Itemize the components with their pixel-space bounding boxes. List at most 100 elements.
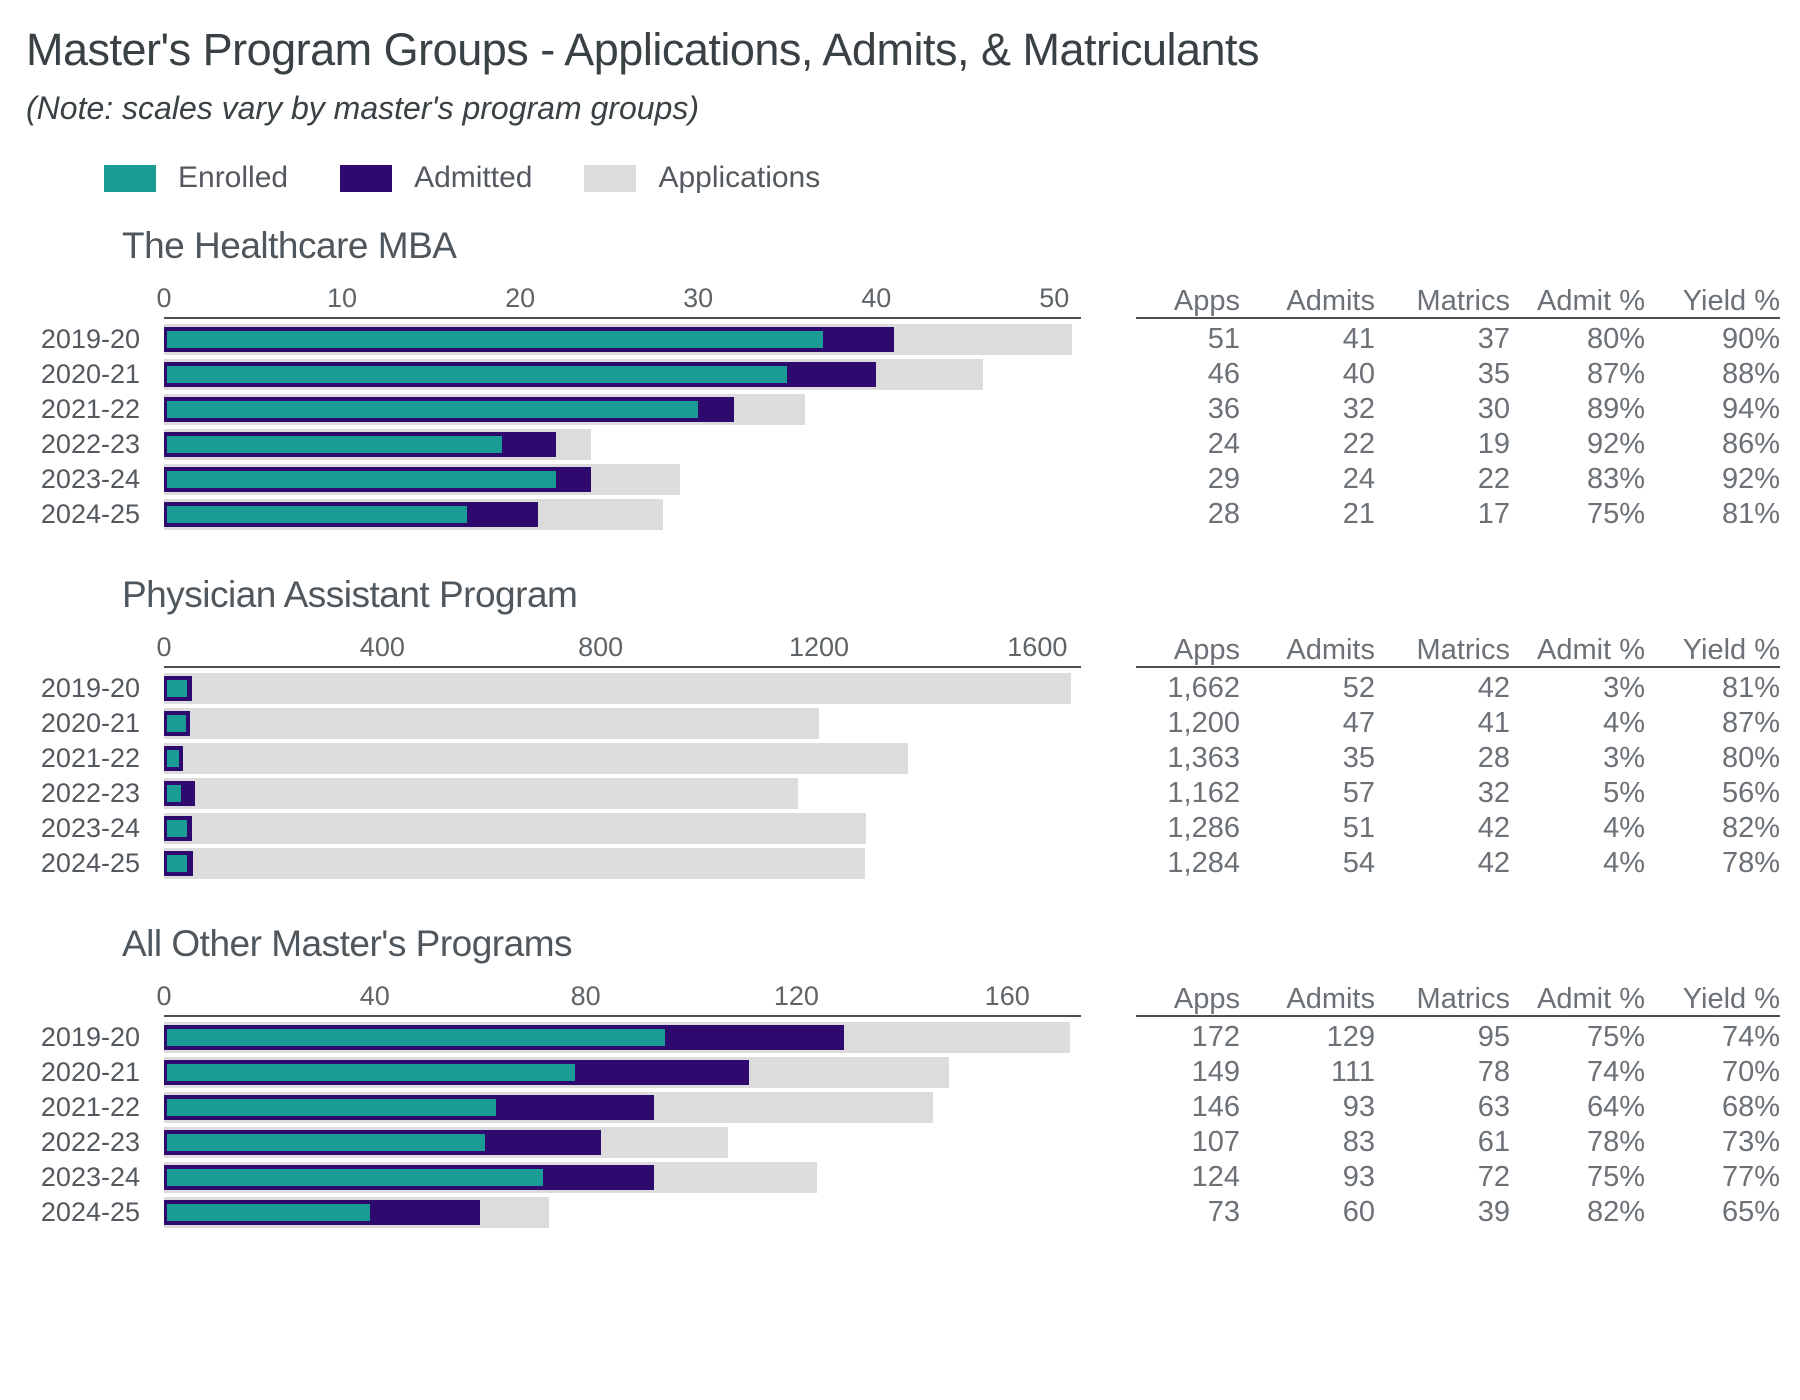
bar-row-2022-23: 2022-23 <box>26 1127 1081 1158</box>
table-header-apps: Apps <box>1173 634 1240 666</box>
table-header-admits: Admits <box>1286 634 1375 666</box>
table-cell-yield-pct: 87% <box>1721 707 1780 739</box>
table-cell-admits: 93 <box>1342 1161 1375 1193</box>
table-cell-admit-pct: 83% <box>1586 463 1645 495</box>
enrolled-bar <box>167 471 556 488</box>
table-cell-matrics: 35 <box>1477 358 1510 390</box>
table-cell-yield-pct: 80% <box>1721 742 1780 774</box>
table-header-apps: Apps <box>1173 285 1240 317</box>
table-row-2023-24: 1,286 51 42 4% 82% <box>1136 811 1780 846</box>
enrolled-bar <box>167 331 823 348</box>
table-cell-matrics: 61 <box>1477 1126 1510 1158</box>
table-cell-admits: 47 <box>1342 707 1375 739</box>
table-cell-admits: 40 <box>1342 358 1375 390</box>
table-cell-yield-pct: 82% <box>1721 812 1780 844</box>
table-header-matrics: Matrics <box>1416 634 1510 666</box>
bar-row-2019-20: 2019-20 <box>26 1022 1081 1053</box>
table-cell-matrics: 95 <box>1477 1021 1510 1053</box>
table-cell-yield-pct: 92% <box>1721 463 1780 495</box>
bar-plot <box>164 324 1081 355</box>
section-body: 0 10 20 30 40 50 2019-20 2020-21 2021-22 2022-23… <box>26 283 1780 534</box>
table-cell-yield-pct: 78% <box>1721 847 1780 879</box>
bar-plot <box>164 708 1081 739</box>
x-tick: 0 <box>156 283 172 313</box>
x-axis-labels: 0 400 800 1200 1600 <box>156 632 1081 666</box>
legend-item-applications: Applications <box>584 161 820 195</box>
y-axis-label: 2019-20 <box>40 1022 140 1052</box>
y-axis-label: 2019-20 <box>40 673 140 703</box>
table-cell-admit-pct: 5% <box>1603 777 1645 809</box>
program-section-all-other-master-s-programs: All Other Master's Programs 0 40 80 120 160 … <box>26 923 1780 1232</box>
table-cell-matrics: 19 <box>1477 428 1510 460</box>
table-header-matrics: Matrics <box>1416 983 1510 1015</box>
table-cell-apps: 172 <box>1191 1021 1240 1053</box>
enrolled-bar <box>167 366 788 383</box>
table-row-2019-20: 172 129 95 75% 74% <box>1136 1020 1780 1055</box>
section-title: Physician Assistant Program <box>122 574 578 615</box>
enrolled-swatch <box>104 164 156 192</box>
bar-plot <box>164 743 1081 774</box>
x-tick: 20 <box>505 283 536 313</box>
table-cell-admit-pct: 4% <box>1603 847 1645 879</box>
table-cell-admits: 52 <box>1342 672 1375 704</box>
table-cell-admit-pct: 3% <box>1603 672 1645 704</box>
table-cell-admit-pct: 78% <box>1586 1126 1645 1158</box>
x-axis: 0 10 20 30 40 50 <box>156 283 1081 319</box>
legend-item-admitted: Admitted <box>340 161 532 195</box>
table-cell-apps: 46 <box>1207 358 1240 390</box>
enrolled-bar <box>167 1169 544 1186</box>
table-cell-admits: 21 <box>1342 498 1375 530</box>
table-cell-admits: 129 <box>1326 1021 1375 1053</box>
table-cell-admit-pct: 75% <box>1586 498 1645 530</box>
applications-bar <box>164 778 799 809</box>
table-cell-admits: 35 <box>1342 742 1375 774</box>
table-cell-admit-pct: 4% <box>1603 812 1645 844</box>
page-subtitle: (Note: scales vary by master's program g… <box>26 90 699 126</box>
table-cell-admit-pct: 74% <box>1586 1056 1645 1088</box>
table-cell-admits: 111 <box>1330 1056 1375 1088</box>
bar-row-2022-23: 2022-23 <box>26 778 1081 809</box>
table-cell-admits: 51 <box>1342 812 1375 844</box>
table-row-2021-22: 146 93 63 64% 68% <box>1136 1090 1780 1125</box>
table-header-yield-pct: Yield % <box>1682 983 1780 1015</box>
table-row-2021-22: 1,363 35 28 3% 80% <box>1136 741 1780 776</box>
bar-plot <box>164 1162 1081 1193</box>
bar-row-2019-20: 2019-20 <box>26 673 1081 704</box>
bar-chart: 0 40 80 120 160 2019-20 2020-21 2021-22 2022-23… <box>26 981 1081 1232</box>
table-cell-admit-pct: 3% <box>1603 742 1645 774</box>
applications-bar <box>164 708 819 739</box>
x-tick: 0 <box>156 981 172 1011</box>
table-row-2024-25: 1,284 54 42 4% 78% <box>1136 846 1780 881</box>
enrolled-bar <box>167 1029 665 1046</box>
y-axis-label: 2020-21 <box>40 708 140 738</box>
y-axis-label: 2023-24 <box>40 813 140 843</box>
x-tick: 160 <box>984 981 1030 1011</box>
table-row-2022-23: 24 22 19 92% 86% <box>1136 427 1780 462</box>
x-tick: 1600 <box>1007 632 1068 662</box>
bar-plot <box>164 848 1081 879</box>
table-header-admit-pct: Admit % <box>1537 983 1645 1015</box>
bar-chart: 0 400 800 1200 1600 2019-20 2020-21 2021-22 202… <box>26 632 1081 883</box>
table-row-2024-25: 28 21 17 75% 81% <box>1136 497 1780 532</box>
y-axis-label: 2022-23 <box>40 429 140 459</box>
enrolled-bar <box>167 750 180 767</box>
table-row-2020-21: 1,200 47 41 4% 87% <box>1136 706 1780 741</box>
table-cell-apps: 28 <box>1207 498 1240 530</box>
table-cell-admit-pct: 4% <box>1603 707 1645 739</box>
table-cell-matrics: 39 <box>1477 1196 1510 1228</box>
legend: Enrolled Admitted Applications <box>104 161 1780 195</box>
bar-plot <box>164 464 1081 495</box>
y-axis-label: 2023-24 <box>40 464 140 494</box>
table-cell-admits: 57 <box>1342 777 1375 809</box>
table-cell-yield-pct: 81% <box>1721 672 1780 704</box>
enrolled-bar <box>167 1204 370 1221</box>
table-row-2023-24: 124 93 72 75% 77% <box>1136 1160 1780 1195</box>
table-header-yield-pct: Yield % <box>1682 285 1780 317</box>
table-cell-yield-pct: 70% <box>1721 1056 1780 1088</box>
x-tick: 400 <box>359 632 405 662</box>
y-axis-label: 2024-25 <box>40 848 140 878</box>
table-cell-matrics: 41 <box>1477 707 1510 739</box>
enrolled-bar <box>167 401 699 418</box>
table-row-2022-23: 1,162 57 32 5% 56% <box>1136 776 1780 811</box>
table-cell-yield-pct: 56% <box>1721 777 1780 809</box>
